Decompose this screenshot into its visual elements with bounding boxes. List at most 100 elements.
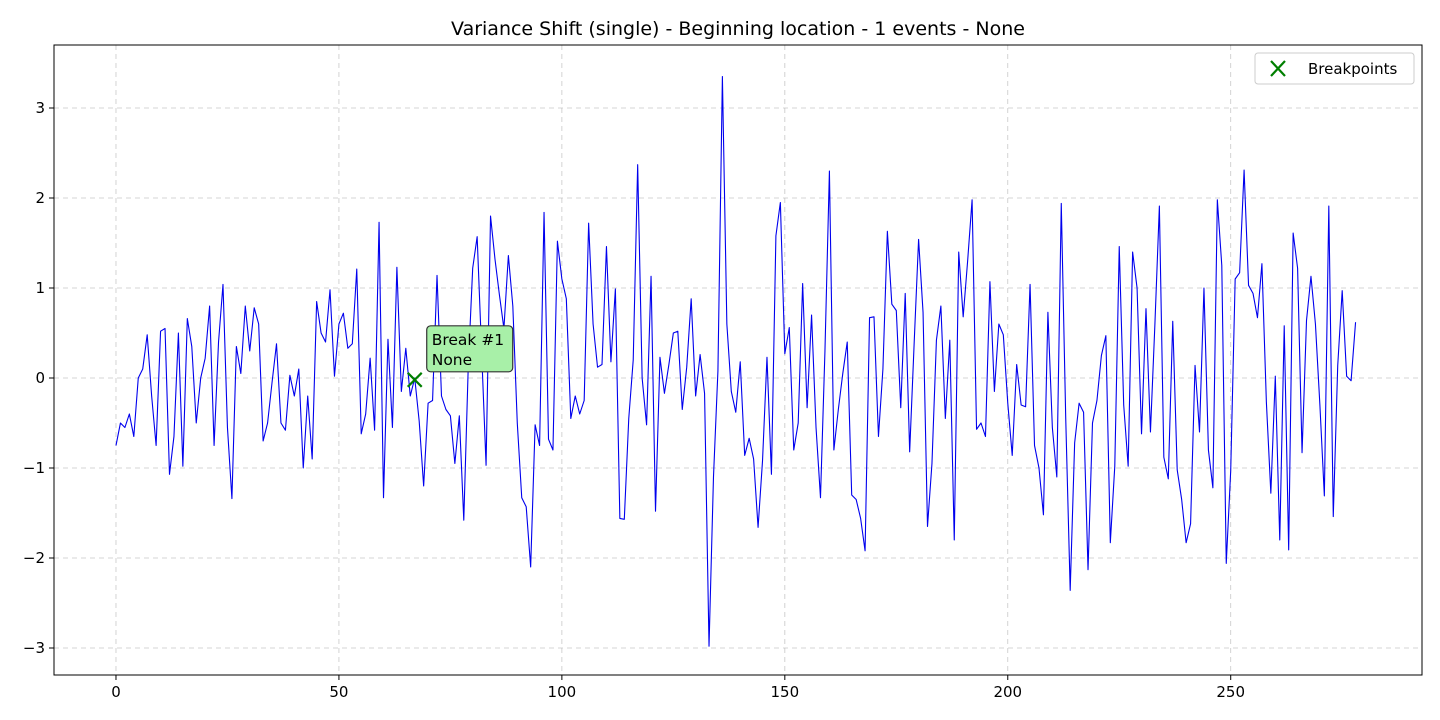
y-tick-label: 2 — [35, 189, 45, 207]
data-point — [392, 427, 393, 428]
data-point — [762, 460, 763, 461]
data-point — [820, 497, 821, 498]
data-point — [512, 305, 513, 306]
data-point — [454, 463, 455, 464]
data-point — [775, 235, 776, 236]
data-point — [561, 278, 562, 279]
data-point — [615, 288, 616, 289]
data-point — [1038, 467, 1039, 468]
axes: 0 50 100 150 200 250 −3 −2 −1 0 1 2 3 — [23, 44, 1423, 701]
data-point — [1087, 569, 1088, 570]
data-point — [508, 255, 509, 256]
data-point — [1275, 376, 1276, 377]
data-point — [173, 436, 174, 437]
data-point — [445, 409, 446, 410]
data-point — [624, 519, 625, 520]
data-point — [869, 317, 870, 318]
data-point — [361, 433, 362, 434]
data-point — [575, 395, 576, 396]
data-point — [543, 212, 544, 213]
data-point — [1297, 268, 1298, 269]
data-point — [900, 407, 901, 408]
data-point — [548, 439, 549, 440]
data-point — [280, 422, 281, 423]
annotation-text: None — [432, 351, 472, 369]
data-point — [378, 222, 379, 223]
data-point — [517, 422, 518, 423]
data-point — [160, 331, 161, 332]
y-tick-label: −2 — [23, 549, 45, 567]
data-point — [650, 276, 651, 277]
data-point — [927, 526, 928, 527]
data-point — [463, 520, 464, 521]
data-point — [686, 367, 687, 368]
y-tick-label: 0 — [35, 369, 45, 387]
data-point — [695, 395, 696, 396]
data-point — [655, 511, 656, 512]
data-point — [405, 348, 406, 349]
data-point — [477, 236, 478, 237]
data-point — [307, 395, 308, 396]
data-point — [1315, 323, 1316, 324]
data-point — [1052, 427, 1053, 428]
data-point — [1337, 365, 1338, 366]
data-point — [1114, 466, 1115, 467]
data-point — [592, 323, 593, 324]
data-point — [945, 418, 946, 419]
data-point — [1328, 206, 1329, 207]
legend-label-breakpoints: Breakpoints — [1308, 60, 1397, 78]
data-point — [552, 449, 553, 450]
data-point — [780, 202, 781, 203]
breakpoint-marker — [406, 372, 423, 388]
data-point — [860, 518, 861, 519]
data-point — [1217, 199, 1218, 200]
data-point — [303, 467, 304, 468]
data-point — [1096, 400, 1097, 401]
data-point — [1230, 470, 1231, 471]
data-point — [1163, 457, 1164, 458]
data-point — [1145, 308, 1146, 309]
data-point — [209, 305, 210, 306]
data-point — [851, 494, 852, 495]
data-point — [1301, 452, 1302, 453]
data-point — [1074, 442, 1075, 443]
data-point — [526, 506, 527, 507]
data-point — [1061, 203, 1062, 204]
data-point — [601, 364, 602, 365]
data-point — [298, 368, 299, 369]
data-point — [1007, 403, 1008, 404]
data-point — [1243, 170, 1244, 171]
data-point — [289, 375, 290, 376]
data-point — [708, 646, 709, 647]
data-point — [798, 422, 799, 423]
legend: Breakpoints — [1254, 52, 1415, 85]
data-point — [343, 313, 344, 314]
data-point — [120, 422, 121, 423]
data-point — [642, 377, 643, 378]
data-point — [793, 449, 794, 450]
data-point — [432, 400, 433, 401]
data-point — [682, 409, 683, 410]
data-point — [753, 458, 754, 459]
data-point — [1083, 412, 1084, 413]
data-point — [1016, 364, 1017, 365]
data-point — [254, 307, 255, 308]
data-point — [347, 348, 348, 349]
data-point — [231, 498, 232, 499]
data-point — [459, 415, 460, 416]
data-point — [887, 231, 888, 232]
data-point — [882, 368, 883, 369]
data-point — [271, 382, 272, 383]
data-point — [914, 343, 915, 344]
data-point — [147, 334, 148, 335]
data-point — [896, 310, 897, 311]
data-point — [824, 350, 825, 351]
data-point — [169, 474, 170, 475]
y-tick-label: 3 — [35, 99, 45, 117]
data-point — [249, 350, 250, 351]
data-point — [807, 407, 808, 408]
data-point — [584, 400, 585, 401]
data-point — [918, 239, 919, 240]
data-point — [713, 476, 714, 477]
